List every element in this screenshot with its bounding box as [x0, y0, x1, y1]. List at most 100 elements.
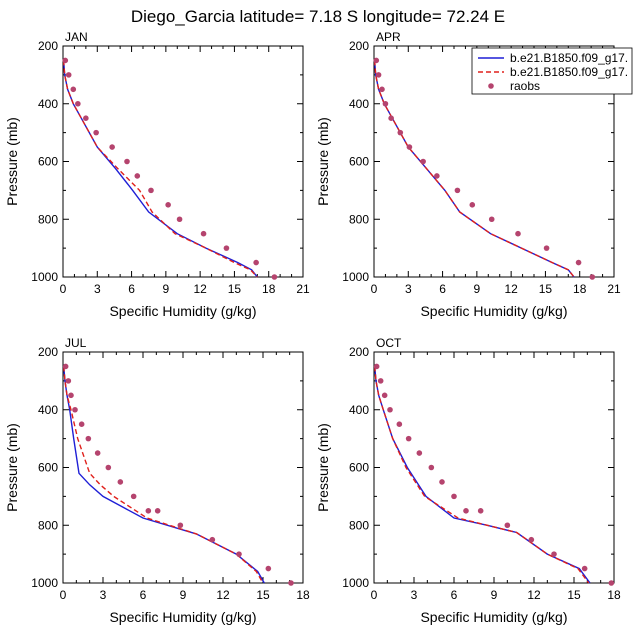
- raobs-point: [65, 72, 72, 78]
- x-tick-label: 0: [60, 588, 67, 602]
- x-tick-label: 18: [607, 588, 621, 602]
- y-tick-label: 1000: [342, 270, 369, 284]
- y-tick-label: 200: [38, 39, 58, 53]
- x-tick-label: 9: [491, 588, 498, 602]
- raobs-point: [209, 536, 216, 543]
- series-line-solid: [374, 366, 591, 584]
- x-tick-label: 15: [256, 588, 270, 602]
- y-axis-label: Pressure (mb): [4, 117, 20, 206]
- y-tick-label: 1000: [31, 270, 58, 284]
- y-tick-label: 200: [349, 39, 369, 53]
- raobs-point: [504, 522, 511, 529]
- y-tick-label: 400: [38, 403, 58, 417]
- raobs-point: [176, 216, 183, 223]
- raobs-point: [75, 100, 81, 107]
- x-tick-label: 9: [180, 588, 187, 602]
- x-tick-label: 15: [228, 282, 242, 296]
- raobs-point: [488, 216, 495, 223]
- plot-frame: [62, 45, 304, 278]
- raobs-point: [381, 392, 388, 399]
- raobs-point: [145, 508, 152, 514]
- raobs-point: [62, 363, 69, 370]
- series-line-dashed: [62, 60, 258, 278]
- x-axis-label: Specific Humidity (g/kg): [109, 609, 256, 625]
- x-tick-label: 6: [439, 282, 446, 296]
- raobs-point: [406, 144, 413, 150]
- raobs-point: [62, 57, 69, 64]
- raobs-point: [94, 450, 101, 456]
- raobs-point: [379, 86, 385, 93]
- series-line-dashed: [63, 366, 264, 584]
- x-tick-label: 21: [607, 282, 621, 296]
- raobs-point: [200, 230, 207, 237]
- panel-title: JUL: [65, 336, 87, 350]
- x-tick-label: 15: [539, 282, 553, 296]
- raobs-point: [375, 72, 382, 78]
- raobs-point: [72, 406, 78, 413]
- raobs-point: [405, 435, 412, 442]
- y-tick-label: 400: [38, 97, 58, 111]
- x-tick-label: 0: [371, 588, 378, 602]
- raobs-point: [154, 508, 161, 514]
- raobs-point: [416, 450, 423, 456]
- y-tick-label: 600: [38, 461, 58, 475]
- raobs-point: [288, 580, 294, 586]
- raobs-point: [93, 129, 99, 136]
- plot-frame: [373, 351, 615, 584]
- x-tick-label: 12: [527, 588, 541, 602]
- x-tick-label: 18: [296, 588, 310, 602]
- raobs-point: [543, 245, 550, 251]
- raobs-point: [388, 115, 394, 121]
- y-tick-label: 600: [349, 461, 369, 475]
- figure-title: Diego_Garcia latitude= 7.18 S longitude=…: [131, 7, 505, 26]
- x-tick-label: 3: [94, 282, 101, 296]
- raobs-point: [148, 187, 154, 194]
- legend-marker-raobs: [488, 83, 494, 89]
- raobs-point: [78, 421, 85, 427]
- raobs-point: [117, 479, 124, 485]
- raobs-point: [397, 129, 404, 136]
- raobs-point: [70, 86, 77, 93]
- series-line-solid: [62, 60, 258, 278]
- raobs-point: [382, 100, 389, 107]
- panel-oct: 0 3 6 9 12 15 18 200 400 600 800 1000 OCT Specific Hu…: [315, 336, 621, 625]
- raobs-point: [83, 115, 89, 121]
- raobs-point: [575, 259, 582, 266]
- raobs-point: [130, 493, 137, 500]
- x-tick-label: 3: [405, 282, 412, 296]
- y-axis-label: Pressure (mb): [315, 117, 331, 206]
- legend-label-solid: b.e21.B1850.f09_g17.: [510, 51, 628, 65]
- raobs-point: [451, 493, 457, 500]
- raobs-point: [134, 173, 141, 179]
- panel-title: JAN: [65, 30, 88, 44]
- raobs-point: [420, 158, 426, 165]
- raobs-point: [105, 464, 112, 471]
- legend-label-raobs: raobs: [510, 79, 540, 93]
- y-tick-label: 800: [349, 212, 369, 226]
- raobs-point: [68, 392, 74, 399]
- x-axis-label: Specific Humidity (g/kg): [420, 303, 567, 319]
- panel-jan: 0 3 6 9 12 15 18 21 200 400 600 800 1000 JAN Specific …: [4, 30, 310, 319]
- y-tick-label: 1000: [342, 576, 369, 590]
- x-tick-label: 3: [411, 588, 418, 602]
- raobs-point: [85, 435, 92, 442]
- raobs-point: [428, 464, 435, 471]
- raobs-point: [373, 57, 380, 64]
- y-axis-label: Pressure (mb): [4, 423, 20, 512]
- y-axis-label: Pressure (mb): [315, 423, 331, 512]
- y-tick-label: 800: [38, 212, 58, 226]
- y-tick-label: 800: [349, 518, 369, 532]
- x-tick-label: 12: [193, 282, 207, 296]
- y-tick-label: 200: [38, 345, 58, 359]
- x-tick-label: 6: [451, 588, 458, 602]
- raobs-point: [124, 158, 130, 165]
- y-tick-label: 400: [349, 403, 369, 417]
- legend-box: [471, 47, 633, 95]
- raobs-point: [396, 421, 403, 427]
- raobs-point: [65, 378, 72, 384]
- x-tick-label: 9: [163, 282, 170, 296]
- raobs-point: [551, 551, 557, 557]
- y-tick-label: 400: [349, 97, 369, 111]
- y-tick-label: 1000: [31, 576, 58, 590]
